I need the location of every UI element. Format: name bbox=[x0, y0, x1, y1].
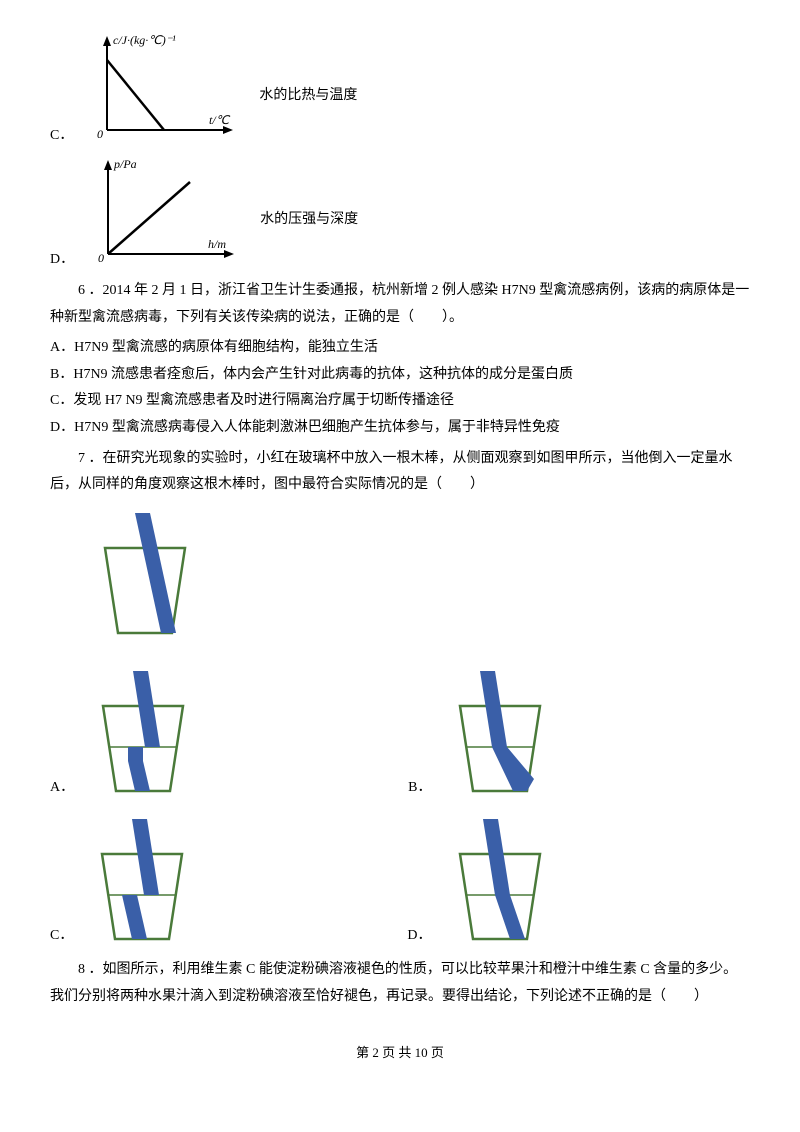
svg-text:c/J·(kg·℃)⁻¹: c/J·(kg·℃)⁻¹ bbox=[113, 33, 176, 47]
q6-opt-b: B．H7N9 流感患者痊愈后，体内会产生针对此病毒的抗体，这种抗体的成分是蛋白质 bbox=[50, 362, 750, 389]
q7-cup-b bbox=[435, 661, 565, 801]
option-label: C． bbox=[50, 123, 73, 150]
q5-option-c: C． 0 c/J·(kg·℃)⁻¹ t/℃ 水的比热与温度 bbox=[50, 30, 750, 150]
q7-opt-a-label: A． bbox=[50, 775, 74, 802]
q7-cup-d bbox=[435, 809, 565, 949]
q7-cup-c bbox=[77, 809, 207, 949]
option-desc: 水的比热与温度 bbox=[259, 83, 357, 110]
q-number: 7 ． bbox=[78, 451, 103, 466]
q5-option-d: D． 0 p/Pa h/m 水的压强与深度 bbox=[50, 154, 750, 274]
svg-text:t/℃: t/℃ bbox=[209, 113, 231, 127]
q8-stem: 8 ．如图所示，利用维生素 C 能使淀粉碘溶液褪色的性质，可以比较苹果汁和橙汁中… bbox=[50, 957, 750, 1010]
q6-opt-a: A．H7N9 型禽流感的病原体有细胞结构，能独立生活 bbox=[50, 335, 750, 362]
q6-opt-d: D．H7N9 型禽流感病毒侵入人体能刺激淋巴细胞产生抗体参与，属于非特异性免疫 bbox=[50, 415, 750, 442]
svg-text:0: 0 bbox=[98, 251, 104, 265]
option-desc: 水的压强与深度 bbox=[260, 207, 358, 234]
svg-text:h/m: h/m bbox=[208, 237, 226, 251]
q7-row-ab: A． B． bbox=[50, 661, 750, 801]
q-text: 2014 年 2 月 1 日，浙江省卫生计生委通报，杭州新增 2 例人感染 H7… bbox=[50, 283, 749, 325]
graph-c: 0 c/J·(kg·℃)⁻¹ t/℃ bbox=[79, 30, 249, 150]
q7-opt-c-label: C． bbox=[50, 923, 73, 950]
q7-cup-a bbox=[78, 661, 208, 801]
q-number: 6 ． bbox=[78, 283, 103, 298]
svg-text:0: 0 bbox=[97, 127, 103, 141]
q-text: 如图所示，利用维生素 C 能使淀粉碘溶液褪色的性质，可以比较苹果汁和橙汁中维生素… bbox=[50, 962, 737, 1004]
q7-figure-jia bbox=[80, 503, 750, 654]
q7-stem: 7 ．在研究光现象的实验时，小红在玻璃杯中放入一根木棒，从侧面观察到如图甲所示，… bbox=[50, 446, 750, 499]
q6-opt-c: C．发现 H7 N9 型禽流感患者及时进行隔离治疗属于切断传播途径 bbox=[50, 388, 750, 415]
q-number: 8 ． bbox=[78, 962, 103, 977]
q-text: 在研究光现象的实验时，小红在玻璃杯中放入一根木棒，从侧面观察到如图甲所示，当他倒… bbox=[50, 451, 733, 493]
q7-opt-d-label: D． bbox=[407, 923, 431, 950]
q7-opt-b-label: B． bbox=[408, 775, 431, 802]
option-label: D． bbox=[50, 247, 74, 274]
graph-d: 0 p/Pa h/m bbox=[80, 154, 250, 274]
q6-stem: 6 ．2014 年 2 月 1 日，浙江省卫生计生委通报，杭州新增 2 例人感染… bbox=[50, 278, 750, 331]
svg-text:p/Pa: p/Pa bbox=[113, 157, 137, 171]
q7-row-cd: C． D． bbox=[50, 809, 750, 949]
q6-options: A．H7N9 型禽流感的病原体有细胞结构，能独立生活 B．H7N9 流感患者痊愈… bbox=[50, 335, 750, 441]
page-footer: 第 2 页 共 10 页 bbox=[50, 1041, 750, 1066]
